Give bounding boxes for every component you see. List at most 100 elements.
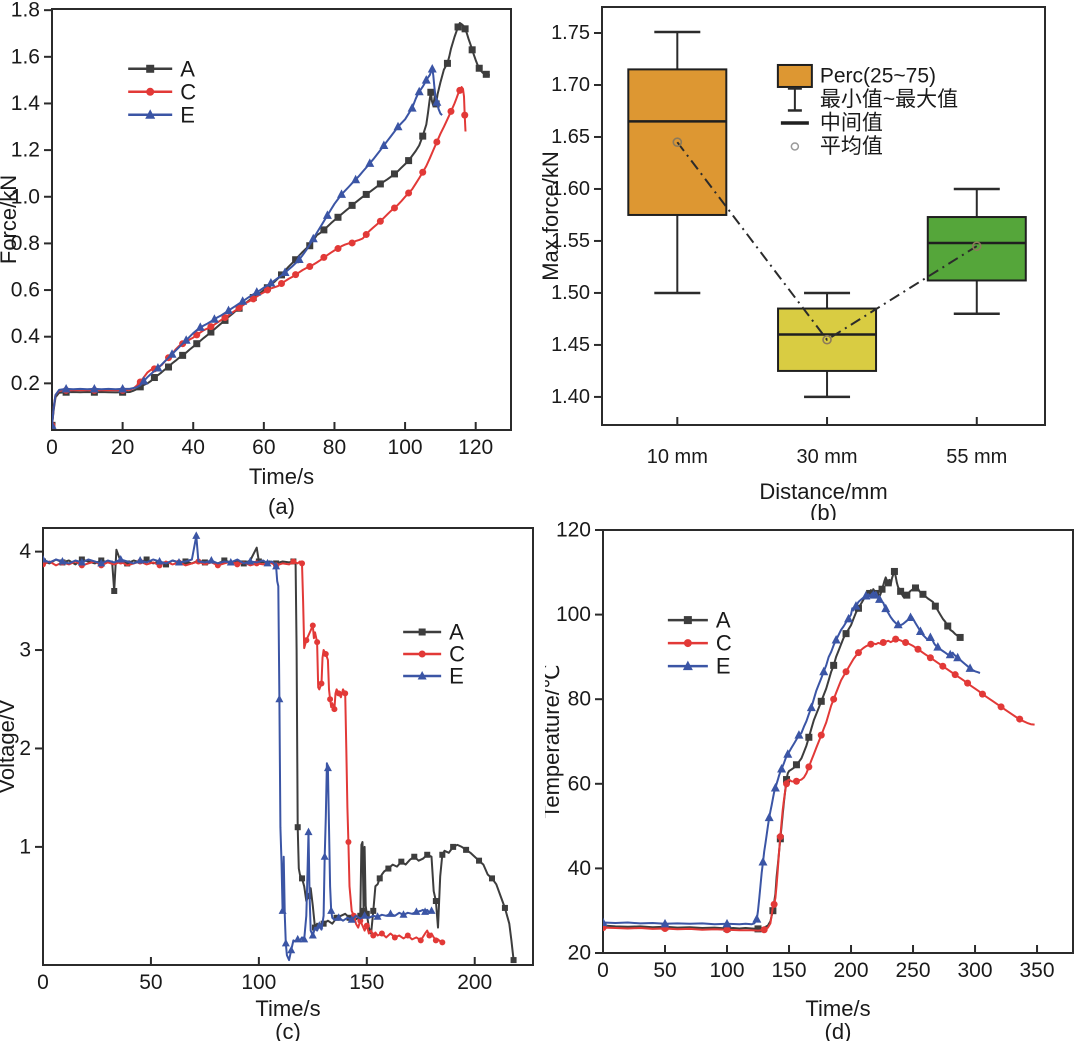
- circle-marker: [760, 926, 768, 934]
- x-tick-label: 0: [37, 971, 49, 994]
- triangle-marker: [347, 915, 356, 923]
- triangle-marker: [315, 921, 324, 929]
- square-marker: [348, 201, 356, 209]
- triangle-marker: [209, 314, 219, 323]
- circle-marker: [723, 926, 731, 934]
- square-marker: [842, 630, 850, 638]
- circle-marker: [951, 671, 959, 679]
- triangle-marker: [945, 649, 955, 659]
- square-marker: [334, 213, 342, 221]
- triangle-marker: [252, 287, 262, 296]
- square-marker: [792, 761, 800, 769]
- series-E: [52, 63, 443, 429]
- triangle-marker: [373, 912, 382, 920]
- x-tick-label: 60: [252, 436, 275, 459]
- square-marker: [805, 733, 813, 741]
- x-tick-label: 200: [457, 971, 492, 994]
- x-axis-label: Time/s: [255, 996, 320, 1021]
- y-tick-label: 40: [568, 857, 591, 880]
- triangle-marker: [412, 907, 421, 915]
- circle-marker: [235, 304, 243, 312]
- square-marker: [956, 633, 964, 641]
- legend-label-C: C: [180, 79, 196, 104]
- y-tick-label: 1: [19, 835, 31, 858]
- triangle-marker: [323, 763, 332, 772]
- x-axis-label: Distance/mm: [759, 479, 887, 504]
- x-tick-label: 50: [139, 971, 162, 994]
- circle-marker: [418, 650, 426, 658]
- square-marker: [193, 340, 201, 348]
- triangle-marker: [432, 97, 442, 106]
- mean-marker: [822, 334, 832, 345]
- triangle-marker: [272, 561, 281, 570]
- square-marker: [305, 893, 312, 900]
- x-tick-label: 150: [349, 971, 384, 994]
- triangle-marker: [933, 642, 943, 651]
- triangle-marker: [116, 554, 125, 563]
- triangle-marker: [427, 63, 437, 73]
- square-marker: [427, 88, 435, 96]
- circle-marker: [299, 560, 306, 567]
- circle-marker: [263, 286, 271, 294]
- square-marker: [931, 602, 939, 610]
- square-marker: [320, 920, 327, 927]
- triangle-marker: [275, 694, 284, 703]
- square-marker: [124, 560, 131, 567]
- circle-marker: [221, 314, 229, 322]
- y-tick-label: 1.6: [11, 45, 40, 68]
- y-tick-label: 60: [568, 772, 591, 795]
- plot-frame: [601, 6, 1046, 426]
- square-marker: [432, 898, 439, 905]
- x-tick-label: 100: [388, 436, 423, 459]
- circle-marker: [817, 731, 825, 739]
- legend-label-C: C: [449, 642, 465, 667]
- circle-marker: [939, 662, 947, 670]
- panel-caption: (c): [275, 1019, 301, 1041]
- square-marker: [468, 46, 476, 54]
- square-marker: [884, 579, 892, 587]
- triangle-marker: [280, 267, 290, 277]
- y-tick-label: 1.65: [551, 126, 590, 148]
- category-label: 10 mm: [647, 446, 708, 468]
- square-marker: [299, 875, 306, 882]
- triangle-marker: [246, 556, 255, 565]
- triangle-marker: [794, 730, 804, 739]
- triangle-marker: [819, 666, 829, 676]
- x-tick-label: 150: [771, 959, 806, 982]
- circle-marker: [327, 696, 334, 703]
- square-marker: [418, 628, 426, 636]
- triangle-marker: [334, 913, 343, 921]
- triangle-marker: [304, 827, 313, 836]
- triangle-marker: [320, 852, 329, 860]
- triangle-marker: [308, 930, 317, 939]
- triangle-marker: [327, 906, 336, 914]
- legend-label-A: A: [180, 56, 195, 81]
- triangle-marker: [953, 652, 963, 662]
- x-tick-label: 20: [111, 436, 134, 459]
- plot-frame: [42, 527, 534, 966]
- triangle-marker: [722, 918, 732, 928]
- square-marker: [136, 383, 144, 391]
- triangle-marker: [851, 601, 861, 610]
- x-axis-label: Time/s: [249, 464, 314, 489]
- series-area: [52, 22, 491, 429]
- square-marker: [510, 957, 517, 964]
- triangle-marker: [153, 362, 163, 372]
- panel-caption: (d): [825, 1019, 852, 1041]
- square-marker: [165, 363, 173, 371]
- circle-marker: [783, 780, 791, 788]
- square-marker: [405, 157, 413, 165]
- triangle-marker: [421, 907, 430, 915]
- x-tick-label: 350: [1020, 959, 1055, 982]
- series-A-line: [603, 570, 964, 930]
- square-marker: [143, 556, 150, 563]
- square-marker: [411, 853, 418, 860]
- square-marker: [419, 132, 427, 140]
- triangle-marker: [427, 906, 436, 914]
- legend-label-E: E: [716, 654, 731, 679]
- square-marker: [482, 70, 490, 78]
- circle-marker: [342, 690, 349, 697]
- square-marker: [443, 59, 451, 67]
- category-label: 30 mm: [796, 446, 857, 468]
- y-axis: 0.2 0.4 0.6 0.8 1.0 1.2 1.4 1.6 1.8: [11, 0, 52, 395]
